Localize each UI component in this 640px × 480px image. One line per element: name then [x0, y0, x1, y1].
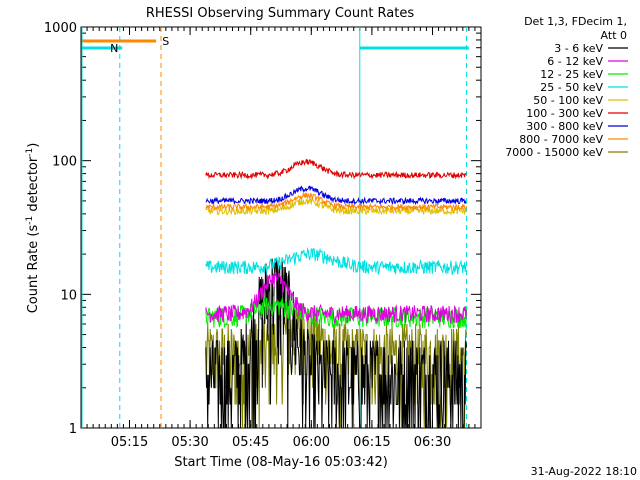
y-tick-label: 10 — [60, 288, 77, 303]
legend-entry-label: 6 - 12 keV — [547, 55, 603, 68]
legend-entry-label: 7000 - 15000 keV — [505, 146, 603, 159]
legend-entry-label: 50 - 100 keV — [533, 94, 603, 107]
x-tick-label: 06:15 — [353, 435, 390, 450]
x-tick-label: 05:15 — [111, 435, 148, 450]
annotation-label: S — [162, 35, 169, 48]
legend-entry-label: 800 - 7000 keV — [519, 133, 603, 146]
annotation-label: N — [110, 42, 118, 55]
series-line-6-12-kev — [205, 272, 467, 324]
legend-entry-label: 3 - 6 keV — [554, 42, 603, 55]
x-tick-label: 06:30 — [414, 435, 451, 450]
series-line-800-7000-kev — [205, 191, 467, 212]
x-tick-label: 06:00 — [293, 435, 330, 450]
series-line-3-6-kev — [205, 258, 467, 429]
x-tick-label: 05:45 — [232, 435, 269, 450]
x-axis-label: Start Time (08-May-16 05:03:42) — [174, 455, 388, 470]
series-line-7000-15000-kev — [205, 300, 467, 429]
legend-entry-label: 300 - 800 keV — [526, 120, 603, 133]
series-line-100-300-kev — [205, 159, 467, 180]
series-line-25-50-kev — [205, 246, 467, 276]
series-line-50-100-kev — [205, 197, 467, 216]
legend-header: Det 1,3, FDecim 1, — [524, 15, 627, 28]
chart-title: RHESSI Observing Summary Count Rates — [146, 6, 415, 21]
footer-date: 31-Aug-2022 18:10 — [531, 465, 637, 478]
series-group — [205, 159, 467, 429]
y-tick-label: 1000 — [44, 21, 77, 36]
legend-entry-label: 25 - 50 keV — [540, 81, 603, 94]
series-line-300-800-kev — [205, 185, 467, 206]
legend-entry-label: 100 - 300 keV — [526, 107, 603, 120]
y-axis-label: Count Rate (s-1 detector-1) — [25, 143, 41, 314]
y-tick-label: 100 — [52, 155, 77, 170]
legend-entry-label: 12 - 25 keV — [540, 68, 603, 81]
y-tick-label: 1 — [69, 422, 77, 437]
x-tick-label: 05:30 — [171, 435, 208, 450]
legend-header: Att 0 — [601, 29, 627, 42]
